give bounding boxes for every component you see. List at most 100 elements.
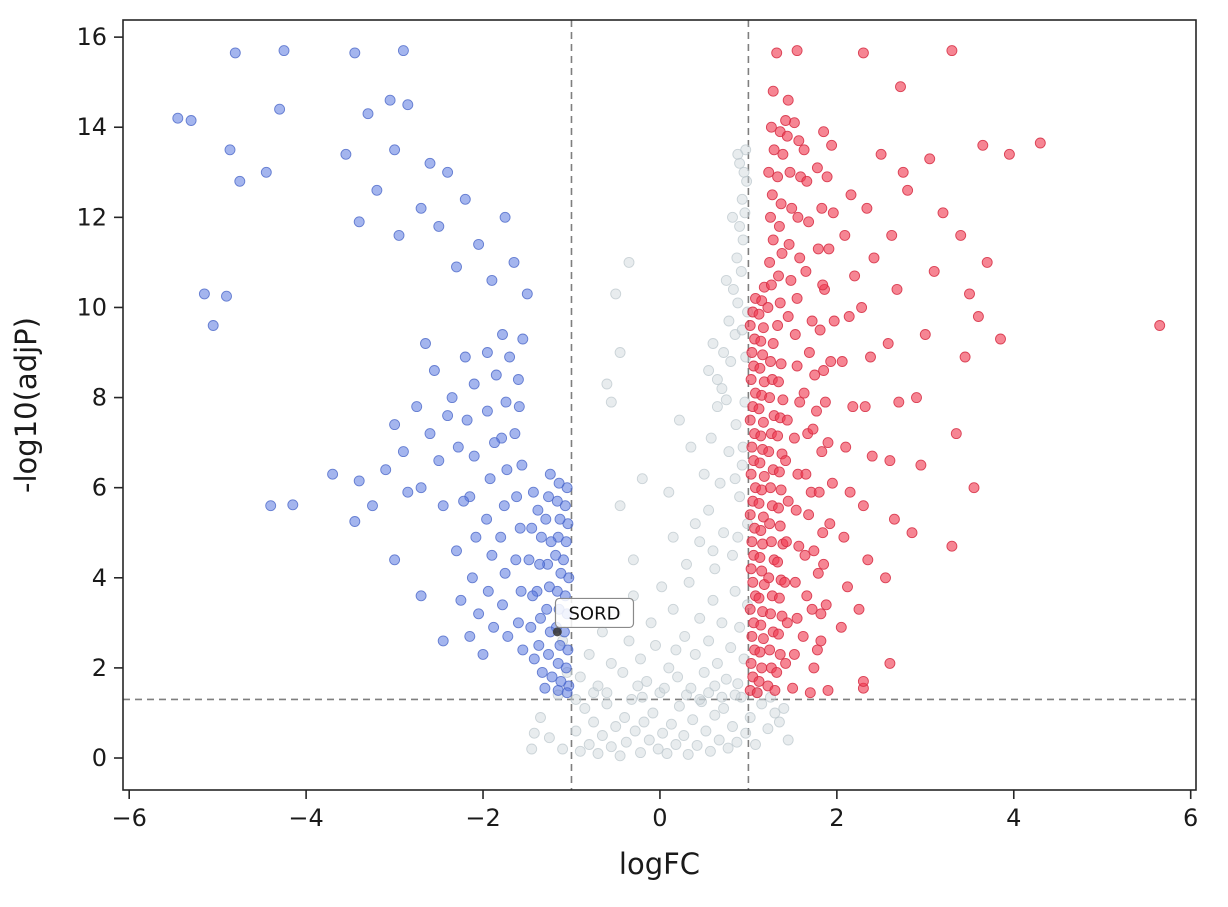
data-point-down xyxy=(535,612,546,624)
data-point-up xyxy=(843,311,855,322)
data-point-down xyxy=(543,581,555,593)
data-point-ns xyxy=(735,691,747,703)
data-point-ns xyxy=(778,702,790,714)
data-point-up xyxy=(774,520,786,532)
data-point-up xyxy=(764,256,776,268)
data-point-up xyxy=(758,470,770,482)
data-point-up xyxy=(824,518,836,530)
data-point-up xyxy=(842,581,853,593)
data-point-ns xyxy=(629,725,641,737)
data-point-ns xyxy=(718,527,730,539)
y-tick-label: 12 xyxy=(76,203,107,231)
data-point-up xyxy=(803,347,815,358)
data-point-down xyxy=(397,446,409,458)
data-point-ns xyxy=(720,274,732,286)
data-point-up xyxy=(782,311,794,322)
data-point-up xyxy=(822,437,834,449)
data-point-down xyxy=(384,94,396,106)
data-point-up xyxy=(866,450,878,462)
data-point-up xyxy=(753,497,765,509)
data-point-down xyxy=(411,401,423,413)
data-point-up xyxy=(754,457,766,469)
data-point-up xyxy=(818,558,830,570)
data-point-down xyxy=(539,682,551,694)
data-point-ns xyxy=(773,716,785,728)
data-point-up xyxy=(771,666,783,678)
data-point-up xyxy=(773,220,785,232)
data-point-up xyxy=(816,446,828,458)
data-point-up xyxy=(745,374,757,385)
data-point-up xyxy=(757,416,769,428)
data-point-ns xyxy=(711,401,723,413)
data-point-ns xyxy=(709,709,721,721)
data-point-up xyxy=(937,207,949,219)
data-point-ns xyxy=(727,549,738,561)
y-tick-label: 0 xyxy=(92,744,107,772)
data-point-ns xyxy=(734,157,746,169)
data-point-down xyxy=(371,184,383,196)
data-point-up xyxy=(765,279,777,291)
data-point-up xyxy=(819,396,831,408)
data-point-ns xyxy=(711,657,723,669)
data-point-ns xyxy=(681,558,692,570)
data-point-down xyxy=(517,644,529,656)
data-point-down xyxy=(498,500,510,512)
data-point-ns xyxy=(610,721,622,732)
data-point-up xyxy=(765,536,777,548)
data-point-ns xyxy=(732,297,744,309)
data-point-ns xyxy=(698,666,710,678)
data-point-down xyxy=(554,513,566,525)
data-point-ns xyxy=(636,691,648,703)
data-point-up xyxy=(781,414,793,426)
data-point-down xyxy=(433,220,445,232)
data-point-up xyxy=(823,243,835,255)
y-tick-label: 6 xyxy=(92,474,107,502)
data-point-down xyxy=(500,396,512,408)
data-point-up xyxy=(797,630,809,642)
data-point-up xyxy=(788,648,800,660)
data-point-up xyxy=(839,229,851,241)
data-point-up xyxy=(753,592,765,604)
data-point-ns xyxy=(707,594,719,606)
x-tick-label: 0 xyxy=(652,804,667,832)
data-point-up xyxy=(838,531,850,543)
data-point-ns xyxy=(617,666,629,678)
data-point-ns xyxy=(740,727,752,739)
data-point-up xyxy=(915,459,927,471)
data-point-up xyxy=(828,315,840,327)
data-point-up xyxy=(861,202,873,214)
data-point-up xyxy=(745,468,757,480)
data-point-ns xyxy=(729,689,741,701)
data-point-ns xyxy=(707,545,719,557)
data-point-ns xyxy=(718,702,730,714)
data-point-up xyxy=(906,527,918,539)
data-point-down xyxy=(466,572,478,584)
data-point-ns xyxy=(750,739,761,750)
data-point-up xyxy=(744,320,756,331)
data-point-ns xyxy=(685,441,697,453)
scatter-series-ns xyxy=(526,144,794,762)
data-point-up xyxy=(884,657,896,669)
data-point-down xyxy=(555,567,567,579)
data-point-up xyxy=(745,657,757,669)
data-point-ns xyxy=(623,256,635,268)
data-point-down xyxy=(497,329,508,340)
data-point-ns xyxy=(570,693,582,705)
data-point-up xyxy=(880,572,891,584)
data-point-up xyxy=(919,329,931,340)
data-point-down xyxy=(185,115,197,126)
data-point-up xyxy=(757,322,769,334)
data-point-up xyxy=(811,644,823,656)
data-point-up xyxy=(924,153,936,165)
data-point-up xyxy=(977,139,989,151)
data-point-up xyxy=(857,675,869,687)
data-point-down xyxy=(499,211,511,223)
data-point-down xyxy=(451,261,462,273)
data-point-down xyxy=(287,499,299,511)
data-point-up xyxy=(798,387,810,399)
data-point-up xyxy=(928,265,940,277)
data-point-down xyxy=(552,657,564,669)
data-point-ns xyxy=(730,419,742,431)
data-point-up xyxy=(811,405,822,417)
